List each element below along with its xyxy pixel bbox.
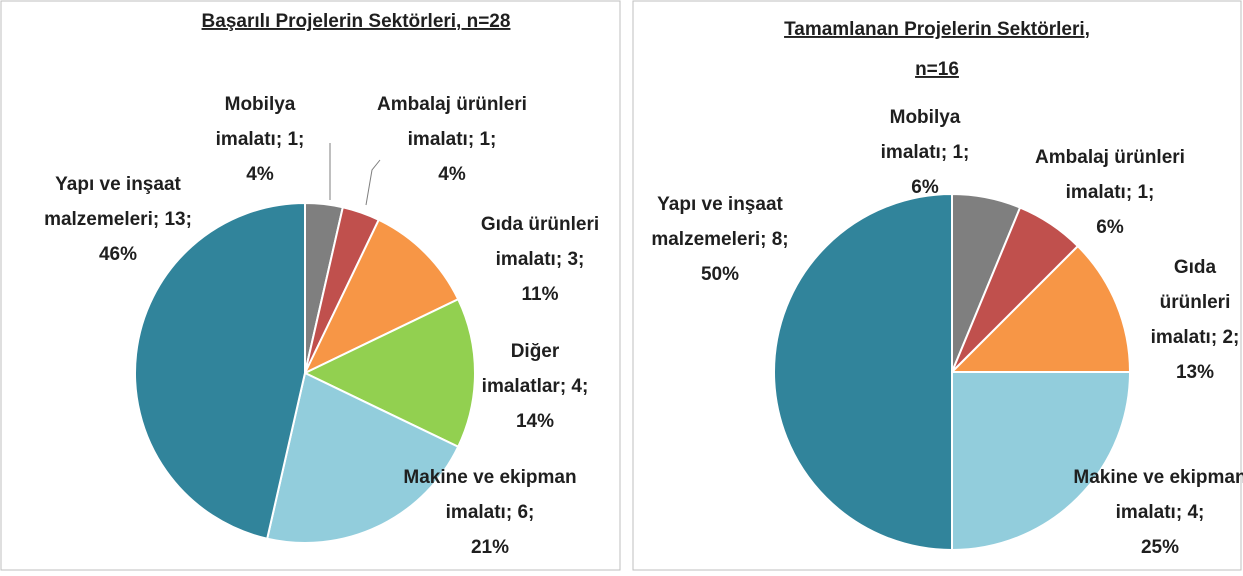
data-label: Yapı ve inşaat bbox=[657, 194, 783, 215]
data-label: malzemeleri; 8; bbox=[651, 229, 788, 250]
pie-slice bbox=[265, 371, 460, 544]
data-label: Gıda bbox=[1174, 257, 1217, 278]
data-label: 50% bbox=[701, 264, 739, 285]
data-label: 13% bbox=[1176, 362, 1214, 383]
pie-slice bbox=[951, 371, 1132, 552]
chart-title: n=16 bbox=[915, 59, 959, 80]
data-label: 11% bbox=[522, 284, 559, 305]
data-label: imalatı; 6; bbox=[446, 502, 535, 523]
pie-slice bbox=[949, 244, 1132, 373]
data-label: 21% bbox=[471, 537, 509, 558]
data-label: imalatlar; 4; bbox=[482, 376, 589, 397]
data-label: imalatı; 1; bbox=[1066, 182, 1155, 203]
data-label: Diğer bbox=[511, 341, 560, 362]
pie-slice bbox=[134, 201, 306, 540]
data-label: imalatı; 1; bbox=[881, 142, 970, 163]
data-label: imalatı; 1; bbox=[216, 129, 305, 150]
data-label: 6% bbox=[911, 177, 939, 198]
data-label: malzemeleri; 13; bbox=[44, 209, 192, 230]
data-label: ürünleri bbox=[1160, 292, 1231, 313]
pie-slice bbox=[773, 192, 953, 552]
data-label: imalatı; 1; bbox=[408, 129, 497, 150]
data-label: 4% bbox=[246, 164, 274, 185]
pie-slice bbox=[302, 218, 460, 376]
data-label: Ambalaj ürünleri bbox=[377, 94, 527, 115]
data-label: 4% bbox=[438, 164, 466, 185]
data-label: Makine ve ekipman bbox=[403, 467, 576, 488]
data-label: Mobilya bbox=[890, 107, 961, 128]
leader-line bbox=[365, 159, 381, 206]
data-label: 46% bbox=[99, 244, 137, 265]
pie-slice bbox=[302, 297, 476, 449]
data-label: Makine ve ekipman bbox=[1073, 467, 1243, 488]
data-label: imalatı; 4; bbox=[1116, 502, 1205, 523]
data-label: 14% bbox=[516, 411, 554, 432]
data-label: imalatı; 2; bbox=[1151, 327, 1240, 348]
data-label: 6% bbox=[1096, 217, 1124, 238]
data-label: Ambalaj ürünleri bbox=[1035, 147, 1185, 168]
data-label: imalatı; 3; bbox=[496, 249, 585, 270]
data-label: Gıda ürünleri bbox=[481, 214, 599, 235]
data-label: Yapı ve inşaat bbox=[55, 174, 181, 195]
data-label: Mobilya bbox=[225, 94, 296, 115]
chart-title: Tamamlanan Projelerin Sektörleri, bbox=[784, 19, 1090, 40]
data-label: 25% bbox=[1141, 537, 1179, 558]
chart-title: Başarılı Projelerin Sektörleri, n=28 bbox=[202, 11, 511, 32]
